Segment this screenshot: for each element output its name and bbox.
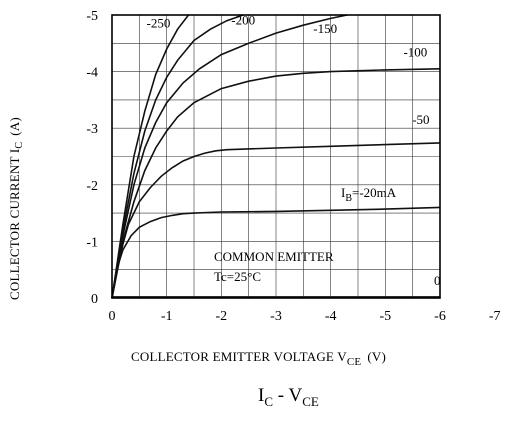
x-axis-title: COLLECTOR EMITTER VOLTAGE VCE (V)	[131, 349, 386, 368]
chart-caption: IC - VCE	[258, 385, 319, 409]
y-tick-label: -5	[86, 9, 98, 24]
y-tick-label: -4	[86, 66, 98, 81]
curves	[111, 14, 441, 299]
curve-label: -50	[412, 112, 429, 127]
x-tick-label: -7	[489, 309, 501, 324]
curve-label: -250	[147, 15, 171, 30]
common-emitter-label: COMMON EMITTER	[214, 249, 334, 264]
curve-ib-200	[111, 14, 244, 299]
curve-ib-150	[111, 14, 348, 299]
grid	[112, 15, 440, 298]
curve-label: -100	[403, 44, 427, 59]
x-tick-label: -5	[379, 309, 391, 324]
curve-ib-250	[111, 14, 190, 299]
curve-ib-100	[111, 68, 441, 299]
plot-border	[111, 14, 441, 299]
x-tick-label: -6	[434, 309, 446, 324]
x-tick-label: -1	[161, 309, 173, 324]
tick-labels: 0 -1 -2 -3 -4 -5 -6 -7 0 -1 -2 -3 -4 -5	[86, 9, 500, 324]
x-tick-label: -4	[325, 309, 337, 324]
curve-label: -200	[231, 13, 255, 28]
x-tick-label: -2	[215, 309, 227, 324]
plot-frame	[111, 14, 441, 299]
curve-label: 0	[434, 273, 441, 288]
x-tick-label: -3	[270, 309, 282, 324]
y-tick-label: -2	[86, 179, 98, 194]
y-tick-label: -3	[86, 122, 98, 137]
y-tick-label: -1	[86, 235, 98, 250]
curve-labels: 0 -50 -100 -150 -200 -250	[147, 13, 441, 288]
x-tick-label: 0	[109, 309, 116, 324]
y-tick-label: 0	[91, 292, 98, 307]
tc-label: Tc=25°C	[214, 269, 261, 284]
y-axis-title: COLLECTOR CURRENT IC(A)	[7, 117, 25, 300]
curve-label: -150	[313, 21, 337, 36]
ib-annotation: IB=-20mA	[341, 185, 397, 204]
